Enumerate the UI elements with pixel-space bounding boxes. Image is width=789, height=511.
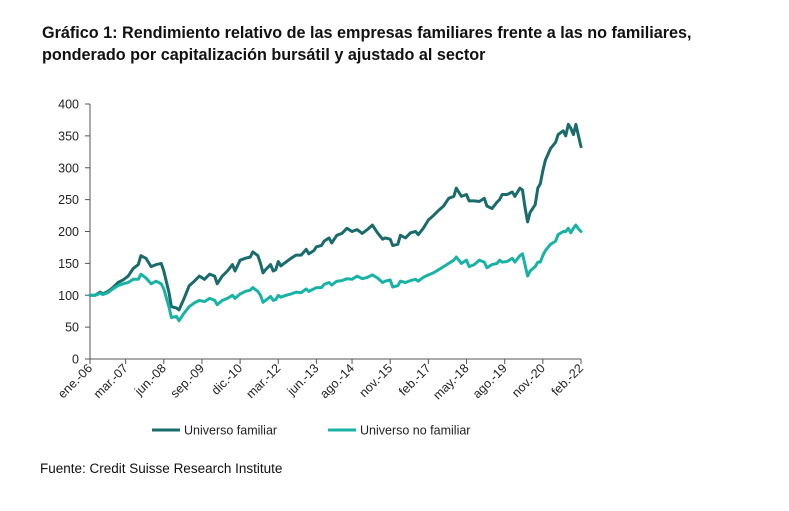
x-tick-label: sep.-09 xyxy=(168,361,207,400)
source-note: Fuente: Credit Suisse Research Institute xyxy=(40,461,283,476)
x-tick-label: jun.-13 xyxy=(284,361,322,399)
x-tick-label: feb.-22 xyxy=(549,361,586,398)
x-tick-label: ago.-19 xyxy=(470,361,510,401)
y-axis: 0 50 100 150 200 250 300 350 400 xyxy=(58,98,91,367)
x-tick-label: feb.-17 xyxy=(396,361,433,398)
y-tick-label: 400 xyxy=(58,98,79,112)
x-tick-label: nov.-20 xyxy=(509,361,548,400)
x-tick-label: mar.-07 xyxy=(91,361,131,401)
y-tick-label: 200 xyxy=(58,225,79,239)
x-tick-label: jun.-08 xyxy=(131,361,169,399)
x-tick-label: ene.-06 xyxy=(55,361,95,401)
y-tick-label: 300 xyxy=(58,161,79,175)
x-tick-label: ago.-14 xyxy=(317,361,357,401)
x-tick-label: mar.-12 xyxy=(244,361,284,401)
x-tick-label: nov.-15 xyxy=(357,361,396,400)
y-tick-label: 350 xyxy=(58,129,79,143)
x-tick-label: may.-18 xyxy=(430,361,471,402)
y-tick-label: 0 xyxy=(72,353,79,367)
y-tick-label: 250 xyxy=(58,193,79,207)
series-layer xyxy=(88,122,583,323)
y-tick-label: 150 xyxy=(58,257,79,271)
series-line-no-familiar xyxy=(88,223,583,323)
y-tick-label: 100 xyxy=(58,289,79,303)
legend-label: Universo no familiar xyxy=(360,424,470,438)
legend-label: Universo familiar xyxy=(184,424,277,438)
chart-title: Gráfico 1: Rendimiento relativo de las e… xyxy=(42,22,782,66)
y-tick-label: 50 xyxy=(65,321,79,335)
series-line-familiar xyxy=(88,122,583,312)
chart-title-line-2: ponderado por capitalización bursátil y … xyxy=(42,46,486,64)
x-tick-label: dic.-10 xyxy=(209,361,245,397)
legend: Universo familiar Universo no familiar xyxy=(152,424,470,438)
chart-title-line-1: Gráfico 1: Rendimiento relativo de las e… xyxy=(42,24,692,42)
